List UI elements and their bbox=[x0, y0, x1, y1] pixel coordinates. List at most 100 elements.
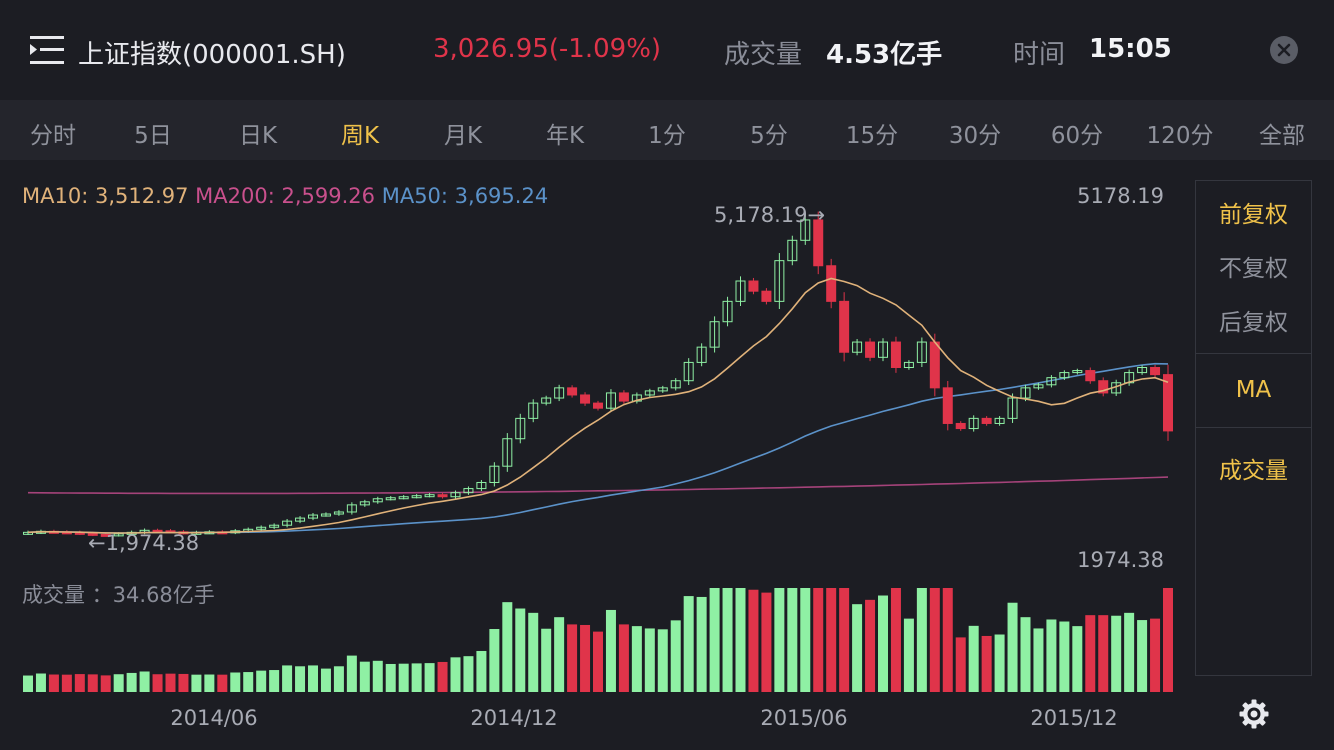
candle-body bbox=[580, 394, 591, 404]
candle-body bbox=[385, 497, 396, 501]
tab-60min[interactable]: 60分 bbox=[1050, 123, 1104, 149]
candle-body bbox=[476, 481, 487, 490]
volume-bar bbox=[385, 663, 396, 692]
volume-bar bbox=[903, 618, 914, 692]
candle-body bbox=[981, 417, 992, 424]
tab-120min[interactable]: 120分 bbox=[1146, 123, 1214, 149]
volume-bar bbox=[437, 661, 448, 692]
volume-bar bbox=[243, 672, 254, 692]
candle-body bbox=[722, 300, 733, 323]
ma-toggle[interactable]: MA bbox=[1235, 377, 1272, 403]
candle-body bbox=[1150, 366, 1161, 376]
candle-body bbox=[398, 496, 409, 500]
volume-bar bbox=[929, 588, 940, 692]
candle-body bbox=[1059, 372, 1070, 379]
volume-bar bbox=[761, 592, 772, 692]
tab-1min[interactable]: 1分 bbox=[648, 123, 686, 149]
candle-body bbox=[1020, 387, 1031, 399]
tab-monthly-k[interactable]: 月K bbox=[443, 123, 483, 149]
volume-bar bbox=[282, 665, 293, 692]
volume-bar bbox=[308, 665, 318, 692]
candle-body bbox=[256, 526, 267, 530]
gear-icon[interactable] bbox=[1238, 698, 1270, 730]
candle-body bbox=[735, 280, 746, 302]
candle-body bbox=[282, 520, 293, 526]
volume-bar bbox=[813, 588, 824, 692]
close-icon[interactable] bbox=[1270, 36, 1298, 64]
volume-bar bbox=[1033, 628, 1044, 692]
tab-30min[interactable]: 30分 bbox=[948, 123, 1002, 149]
candle-body bbox=[23, 531, 33, 535]
forward-adjust-option[interactable]: 前复权 bbox=[1219, 202, 1288, 228]
volume-bar bbox=[333, 666, 344, 692]
candle-body bbox=[696, 346, 707, 363]
candle-body bbox=[515, 417, 526, 440]
candle-body bbox=[994, 417, 1005, 424]
ma50-legend: MA50: 3,695.24 bbox=[381, 184, 549, 208]
tab-5min[interactable]: 5分 bbox=[750, 123, 788, 149]
candle-body bbox=[644, 390, 655, 396]
candle-body bbox=[295, 517, 306, 522]
tab-all[interactable]: 全部 bbox=[1259, 123, 1305, 149]
ma200-line bbox=[27, 476, 1169, 495]
tab-intraday[interactable]: 分时 bbox=[30, 123, 76, 149]
candle-body bbox=[878, 341, 888, 358]
volume-bar bbox=[1124, 612, 1135, 692]
tab-weekly-k[interactable]: 周K bbox=[340, 123, 380, 149]
volume-bar bbox=[165, 673, 176, 692]
candle-body bbox=[463, 488, 474, 494]
ma10-line bbox=[27, 277, 1169, 534]
volume-bar bbox=[657, 629, 668, 692]
candle-body bbox=[308, 514, 318, 519]
volume-bar bbox=[748, 589, 759, 692]
candlestick-chart[interactable] bbox=[0, 160, 1190, 750]
volume-bar bbox=[61, 674, 72, 692]
candle-body bbox=[748, 280, 759, 292]
ma200-legend: MA200: 2,599.26 bbox=[195, 184, 376, 208]
volume-bar bbox=[489, 629, 500, 692]
volume-bar bbox=[1020, 617, 1031, 692]
volume-bar bbox=[567, 624, 578, 692]
stock-title: 上证指数(000001.SH) bbox=[78, 40, 346, 70]
volume-bar bbox=[35, 673, 46, 692]
volume-bar bbox=[852, 604, 863, 692]
tab-yearly-k[interactable]: 年K bbox=[545, 123, 585, 149]
volume-bar bbox=[1085, 615, 1096, 692]
volume-bar bbox=[826, 588, 837, 692]
volume-toggle[interactable]: 成交量 bbox=[1219, 458, 1288, 484]
candle-body bbox=[826, 265, 837, 302]
backward-adjust-option[interactable]: 后复权 bbox=[1219, 310, 1288, 336]
volume-bar bbox=[554, 617, 565, 692]
candle-body bbox=[916, 341, 927, 363]
tab-daily-k[interactable]: 日K bbox=[238, 123, 278, 149]
candle-body bbox=[437, 494, 448, 498]
volume-bar bbox=[541, 628, 552, 692]
no-adjust-option[interactable]: 不复权 bbox=[1219, 256, 1288, 282]
volume-bar bbox=[709, 588, 720, 692]
menu-icon[interactable] bbox=[30, 36, 64, 64]
time-value: 15:05 bbox=[1089, 34, 1172, 64]
candle-body bbox=[618, 392, 629, 402]
volume-bar bbox=[1046, 619, 1057, 692]
candle-body bbox=[1137, 366, 1148, 374]
volume-bar bbox=[346, 655, 357, 692]
candle-body bbox=[787, 239, 798, 262]
volume-bar bbox=[1163, 588, 1173, 692]
volume-bar bbox=[839, 588, 850, 692]
volume-bar bbox=[1137, 620, 1148, 692]
candle-body bbox=[528, 402, 539, 419]
candle-body bbox=[852, 341, 863, 353]
candle-body bbox=[942, 387, 953, 424]
volume-bar bbox=[968, 625, 979, 692]
volume-bar bbox=[1098, 615, 1109, 692]
volume-bar bbox=[1059, 621, 1070, 692]
candle-body bbox=[1007, 397, 1018, 419]
candle-body bbox=[929, 341, 940, 389]
volume-label: 成交量 bbox=[724, 40, 803, 70]
tab-15min[interactable]: 15分 bbox=[845, 123, 899, 149]
adjust-side-panel: 前复权 不复权 后复权 MA 成交量 bbox=[1195, 180, 1312, 676]
candle-body bbox=[1085, 370, 1096, 382]
tab-5day[interactable]: 5日 bbox=[134, 123, 172, 149]
candle-body bbox=[865, 341, 876, 358]
volume-bar bbox=[100, 675, 111, 692]
